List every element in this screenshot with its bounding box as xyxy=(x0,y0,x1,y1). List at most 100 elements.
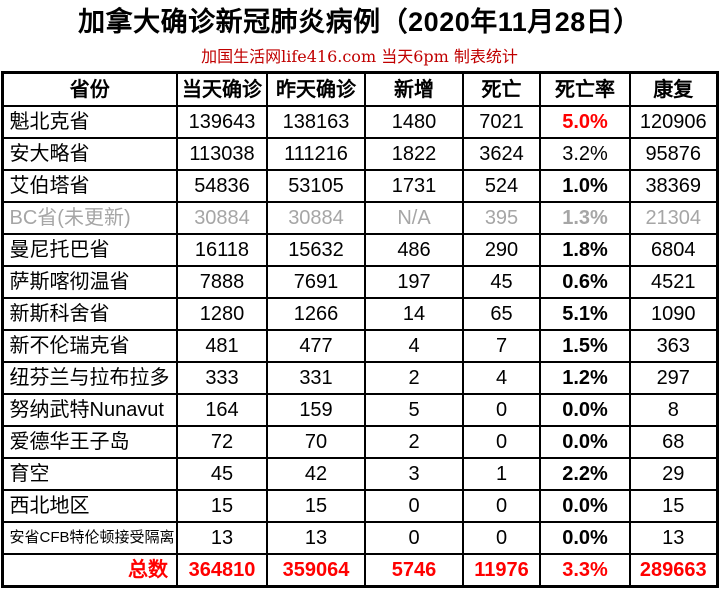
table-row: 新斯科舍省 1280 1266 14 65 5.1% 1090 xyxy=(1,297,718,331)
today-cell: 139643 xyxy=(176,105,268,139)
col-header-today: 当天确诊 xyxy=(176,71,268,107)
new-cases-cell: 5 xyxy=(364,393,464,427)
death-rate-cell: 1.3% xyxy=(539,201,631,235)
table-row: 努纳武特Nunavut 164 159 5 0 0.0% 8 xyxy=(1,393,718,427)
province-cell: 努纳武特Nunavut xyxy=(1,393,178,427)
province-cell: 安大略省 xyxy=(1,137,178,171)
death-rate-cell: 3.2% xyxy=(539,137,631,171)
yesterday-cell: 111216 xyxy=(266,137,366,171)
table-row: 魁北克省 139643 138163 1480 7021 5.0% 120906 xyxy=(1,105,718,139)
province-cell: 新斯科舍省 xyxy=(1,297,178,331)
new-cases-cell: 0 xyxy=(364,521,464,555)
new-cases-cell: 5746 xyxy=(364,553,464,588)
new-cases-cell: 2 xyxy=(364,361,464,395)
col-header-yesterday: 昨天确诊 xyxy=(266,71,366,107)
province-cell: 曼尼托巴省 xyxy=(1,233,178,267)
province-cell: BC省(未更新) xyxy=(1,201,178,235)
col-header-new: 新增 xyxy=(364,71,464,107)
province-cell: 西北地区 xyxy=(1,489,178,523)
table-row: 新不伦瑞克省 481 477 4 7 1.5% 363 xyxy=(1,329,718,363)
page: 加拿大确诊新冠肺炎病例（2020年11月28日） 加国生活网life416.co… xyxy=(0,5,719,588)
table-body: 魁北克省 139643 138163 1480 7021 5.0% 120906 安大略省 11… xyxy=(1,105,718,588)
yesterday-cell: 477 xyxy=(266,329,366,363)
yesterday-cell: 70 xyxy=(266,425,366,459)
stats-table: 省份 当天确诊 昨天确诊 新增 死亡 死亡率 康复 魁北克省 139643 1381… xyxy=(0,71,719,588)
today-cell: 113038 xyxy=(176,137,268,171)
death-rate-cell: 3.3% xyxy=(539,553,631,588)
province-cell: 安省CFB特伦顿接受隔离 xyxy=(1,521,178,555)
yesterday-cell: 15632 xyxy=(266,233,366,267)
yesterday-cell: 138163 xyxy=(266,105,366,139)
yesterday-cell: 359064 xyxy=(266,553,366,588)
yesterday-cell: 30884 xyxy=(266,201,366,235)
table-row: 纽芬兰与拉布拉多 333 331 2 4 1.2% 297 xyxy=(1,361,718,395)
death-rate-cell: 5.1% xyxy=(539,297,631,331)
table-row: 西北地区 15 15 0 0 0.0% 15 xyxy=(1,489,718,523)
province-cell: 总数 xyxy=(1,553,178,588)
new-cases-cell: 4 xyxy=(364,329,464,363)
death-rate-cell: 0.0% xyxy=(539,489,631,523)
recovered-cell: 4521 xyxy=(629,265,718,299)
today-cell: 72 xyxy=(176,425,268,459)
province-cell: 育空 xyxy=(1,457,178,491)
col-header-recovered: 康复 xyxy=(629,71,718,107)
new-cases-cell: 14 xyxy=(364,297,464,331)
table-row: 萨斯喀彻温省 7888 7691 197 45 0.6% 4521 xyxy=(1,265,718,299)
yesterday-cell: 7691 xyxy=(266,265,366,299)
deaths-cell: 7 xyxy=(462,329,541,363)
today-cell: 45 xyxy=(176,457,268,491)
death-rate-cell: 1.0% xyxy=(539,169,631,203)
today-cell: 13 xyxy=(176,521,268,555)
new-cases-cell: 1822 xyxy=(364,137,464,171)
new-cases-cell: 486 xyxy=(364,233,464,267)
province-cell: 萨斯喀彻温省 xyxy=(1,265,178,299)
new-cases-cell: 1480 xyxy=(364,105,464,139)
recovered-cell: 29 xyxy=(629,457,718,491)
today-cell: 164 xyxy=(176,393,268,427)
deaths-cell: 4 xyxy=(462,361,541,395)
deaths-cell: 11976 xyxy=(462,553,541,588)
table-row: 爱德华王子岛 72 70 2 0 0.0% 68 xyxy=(1,425,718,459)
page-subtitle: 加国生活网life416.com 当天6pm 制表统计 xyxy=(201,47,518,66)
recovered-cell: 68 xyxy=(629,425,718,459)
deaths-cell: 7021 xyxy=(462,105,541,139)
province-cell: 爱德华王子岛 xyxy=(1,425,178,459)
death-rate-cell: 0.6% xyxy=(539,265,631,299)
recovered-cell: 6804 xyxy=(629,233,718,267)
today-cell: 333 xyxy=(176,361,268,395)
recovered-cell: 120906 xyxy=(629,105,718,139)
province-cell: 魁北克省 xyxy=(1,105,178,139)
today-cell: 30884 xyxy=(176,201,268,235)
deaths-cell: 0 xyxy=(462,393,541,427)
death-rate-cell: 0.0% xyxy=(539,393,631,427)
today-cell: 54836 xyxy=(176,169,268,203)
yesterday-cell: 53105 xyxy=(266,169,366,203)
table-row: BC省(未更新) 30884 30884 N/A 395 1.3% 21304 xyxy=(1,201,718,235)
new-cases-cell: N/A xyxy=(364,201,464,235)
deaths-cell: 0 xyxy=(462,521,541,555)
table-row: 安大略省 113038 111216 1822 3624 3.2% 95876 xyxy=(1,137,718,171)
deaths-cell: 0 xyxy=(462,425,541,459)
recovered-cell: 95876 xyxy=(629,137,718,171)
col-header-deaths: 死亡 xyxy=(462,71,541,107)
col-header-rate: 死亡率 xyxy=(539,71,631,107)
province-cell: 新不伦瑞克省 xyxy=(1,329,178,363)
total-row: 总数 364810 359064 5746 11976 3.3% 289663 xyxy=(1,553,718,588)
table-row: 曼尼托巴省 16118 15632 486 290 1.8% 6804 xyxy=(1,233,718,267)
today-cell: 481 xyxy=(176,329,268,363)
death-rate-cell: 1.5% xyxy=(539,329,631,363)
new-cases-cell: 197 xyxy=(364,265,464,299)
death-rate-cell: 0.0% xyxy=(539,425,631,459)
deaths-cell: 3624 xyxy=(462,137,541,171)
today-cell: 16118 xyxy=(176,233,268,267)
header-row: 省份 当天确诊 昨天确诊 新增 死亡 死亡率 康复 xyxy=(1,71,718,107)
recovered-cell: 15 xyxy=(629,489,718,523)
province-cell: 纽芬兰与拉布拉多 xyxy=(1,361,178,395)
yesterday-cell: 331 xyxy=(266,361,366,395)
deaths-cell: 524 xyxy=(462,169,541,203)
recovered-cell: 8 xyxy=(629,393,718,427)
recovered-cell: 21304 xyxy=(629,201,718,235)
yesterday-cell: 159 xyxy=(266,393,366,427)
deaths-cell: 0 xyxy=(462,489,541,523)
death-rate-cell: 1.2% xyxy=(539,361,631,395)
